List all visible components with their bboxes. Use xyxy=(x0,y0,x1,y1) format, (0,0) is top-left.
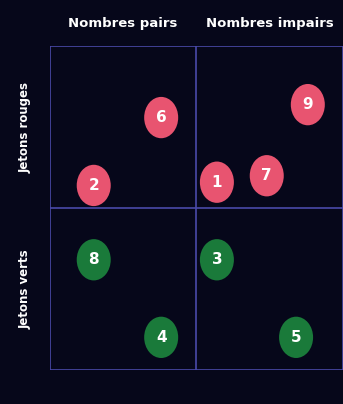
Ellipse shape xyxy=(144,97,178,138)
Text: Jetons verts: Jetons verts xyxy=(19,249,31,329)
Ellipse shape xyxy=(77,165,111,206)
Text: 4: 4 xyxy=(156,330,166,345)
Ellipse shape xyxy=(200,162,234,203)
Ellipse shape xyxy=(279,317,313,358)
Ellipse shape xyxy=(77,239,111,280)
Ellipse shape xyxy=(144,317,178,358)
Text: 6: 6 xyxy=(156,110,167,125)
Ellipse shape xyxy=(250,155,284,196)
Text: 2: 2 xyxy=(88,178,99,193)
Ellipse shape xyxy=(200,239,234,280)
Text: Nombres pairs: Nombres pairs xyxy=(68,17,178,30)
Text: Nombres impairs: Nombres impairs xyxy=(206,17,333,30)
Text: 1: 1 xyxy=(212,175,222,190)
Text: 8: 8 xyxy=(88,252,99,267)
Text: 7: 7 xyxy=(261,168,272,183)
Text: 5: 5 xyxy=(291,330,301,345)
Ellipse shape xyxy=(291,84,325,125)
Text: Jetons rouges: Jetons rouges xyxy=(19,82,31,173)
Text: 9: 9 xyxy=(303,97,313,112)
Text: 3: 3 xyxy=(212,252,222,267)
